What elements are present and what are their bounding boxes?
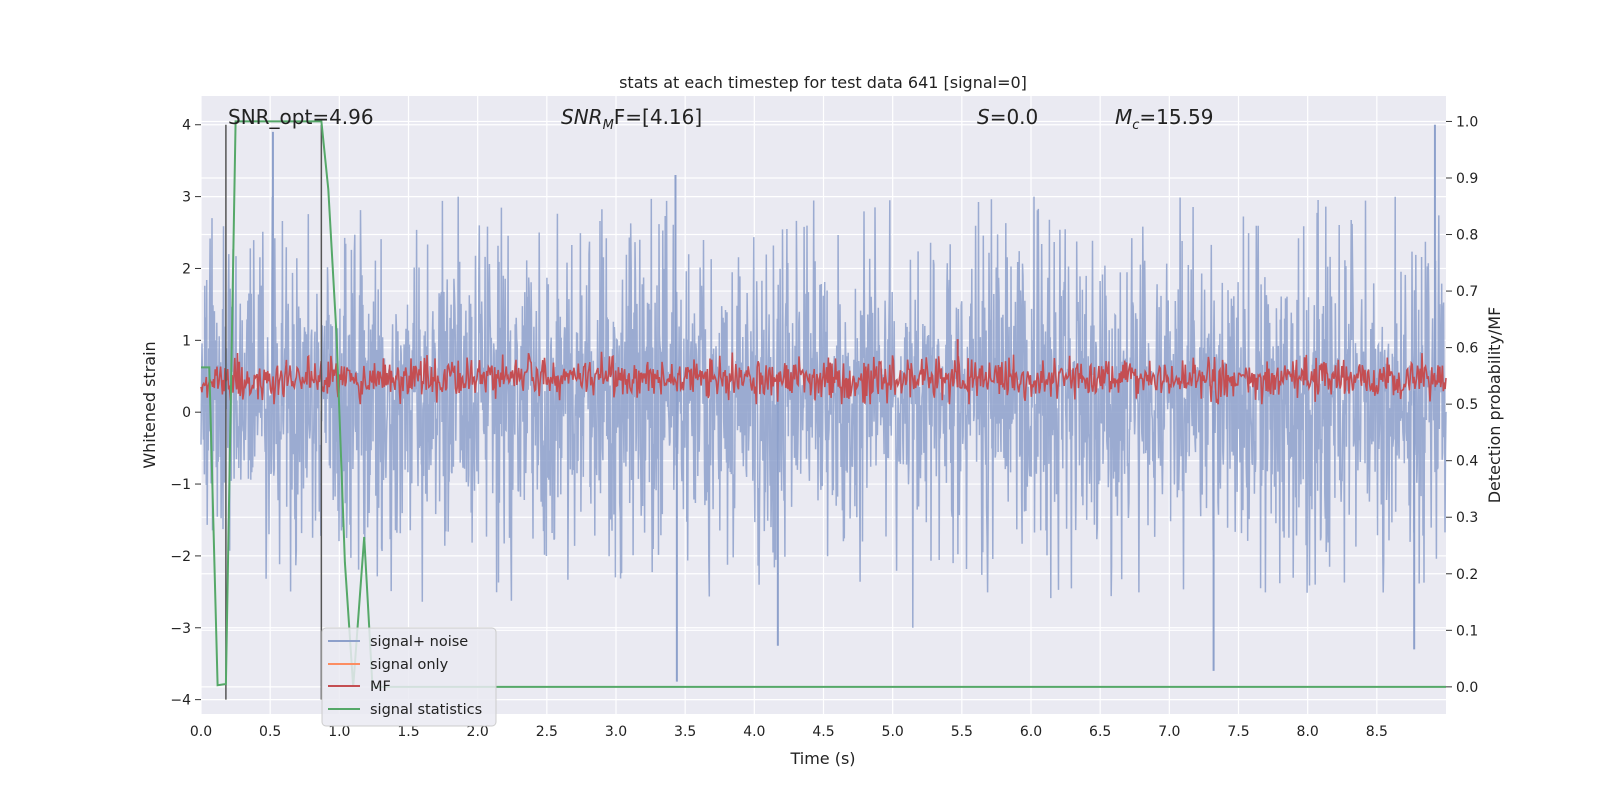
x-tick-label: 4.0	[743, 724, 765, 740]
mc-sub: c	[1132, 118, 1139, 133]
y-left-tick-label: −4	[170, 693, 191, 709]
legend: signal+ noise signal only MF signal stat…	[321, 627, 497, 727]
x-tick-label: 6.5	[1089, 724, 1111, 740]
y-left-tick-label: 2	[182, 261, 191, 277]
s-value: =0.0	[990, 105, 1039, 129]
y-right-tick-label: 0.9	[1456, 171, 1478, 187]
y-axis-left-ticks: 4 3 2 1 0 −1 −2 −3 −4	[170, 118, 201, 709]
x-tick-label: 2.0	[467, 724, 489, 740]
y-left-tick-label: −2	[170, 549, 191, 565]
x-tick-label: 8.5	[1366, 724, 1388, 740]
x-tick-label: 5.0	[882, 724, 904, 740]
mc-name: M	[1115, 105, 1132, 129]
snr-mf-sub: M	[603, 118, 614, 133]
y-axis-right-ticks: 1.0 0.9 0.8 0.7 0.6 0.5 0.4 0.3 0.2 0.1 0.0	[1446, 114, 1478, 696]
x-tick-label: 4.5	[812, 724, 834, 740]
y-left-tick-label: −1	[170, 477, 191, 493]
x-tick-label: 3.5	[674, 724, 696, 740]
legend-label-signal-only: signal only	[370, 657, 449, 673]
x-tick-label: 5.5	[951, 724, 973, 740]
y-left-tick-label: −3	[170, 621, 191, 637]
y-right-tick-label: 0.5	[1456, 397, 1478, 413]
snr-mf-name: SNR	[561, 105, 603, 129]
mf-trace	[200, 351, 1447, 405]
y-left-tick-label: 0	[182, 405, 191, 421]
y-right-tick-label: 1.0	[1456, 114, 1478, 130]
vlines	[225, 124, 323, 700]
series-mf	[200, 339, 1447, 405]
x-axis-ticks: 0.0 0.5 1.0 1.5 2.0 2.5 3.0 3.5 4.0 4.5 5.0 5.5 6.0 6…	[190, 724, 1388, 740]
series-signal-noise	[200, 124, 1447, 682]
x-tick-label: 8.0	[1297, 724, 1319, 740]
x-tick-label: 7.0	[1158, 724, 1180, 740]
mc-value: =15.59	[1139, 105, 1213, 129]
legend-label-signal-statistics: signal statistics	[370, 702, 482, 718]
x-tick-label: 1.5	[397, 724, 419, 740]
y-right-tick-label: 0.2	[1456, 567, 1478, 583]
y-axis-left-label: Whitened strain	[140, 341, 159, 468]
x-tick-label: 7.5	[1227, 724, 1249, 740]
legend-label-signal-noise: signal+ noise	[370, 634, 468, 650]
y-right-tick-label: 0.8	[1456, 228, 1478, 244]
y-right-tick-label: 0.3	[1456, 510, 1478, 526]
y-right-tick-label: 0.4	[1456, 454, 1478, 470]
y-right-tick-label: 0.1	[1456, 623, 1478, 639]
y-left-tick-label: 4	[182, 118, 191, 134]
x-tick-label: 0.5	[259, 724, 281, 740]
y-right-tick-label: 0.0	[1456, 680, 1478, 696]
x-tick-label: 2.5	[536, 724, 558, 740]
y-right-tick-label: 0.7	[1456, 284, 1478, 300]
chart-title: stats at each timestep for test data 641…	[619, 73, 1027, 92]
noise-trace	[200, 196, 1447, 628]
x-tick-label: 0.0	[190, 724, 212, 740]
x-tick-label: 3.0	[605, 724, 627, 740]
y-right-tick-label: 0.6	[1456, 341, 1478, 357]
x-axis-label: Time (s)	[789, 749, 855, 768]
x-tick-label: 1.0	[328, 724, 350, 740]
x-tick-label: 6.0	[1020, 724, 1042, 740]
legend-label-mf: MF	[370, 679, 391, 695]
annotation-mc: Mc=15.59	[1115, 105, 1213, 133]
annotation-s: S=0.0	[977, 105, 1038, 129]
y-left-tick-label: 1	[182, 333, 191, 349]
annotation-snr-opt: SNR_opt=4.96	[228, 105, 374, 129]
y-axis-right-label: Detection probability/MF	[1485, 307, 1504, 504]
annotation-snr-mf: SNRMF=[4.16]	[561, 105, 702, 133]
legend-box	[321, 627, 497, 727]
snr-mf-rest: F=[4.16]	[614, 105, 702, 129]
s-name: S	[977, 105, 990, 129]
y-left-tick-label: 3	[182, 190, 191, 206]
